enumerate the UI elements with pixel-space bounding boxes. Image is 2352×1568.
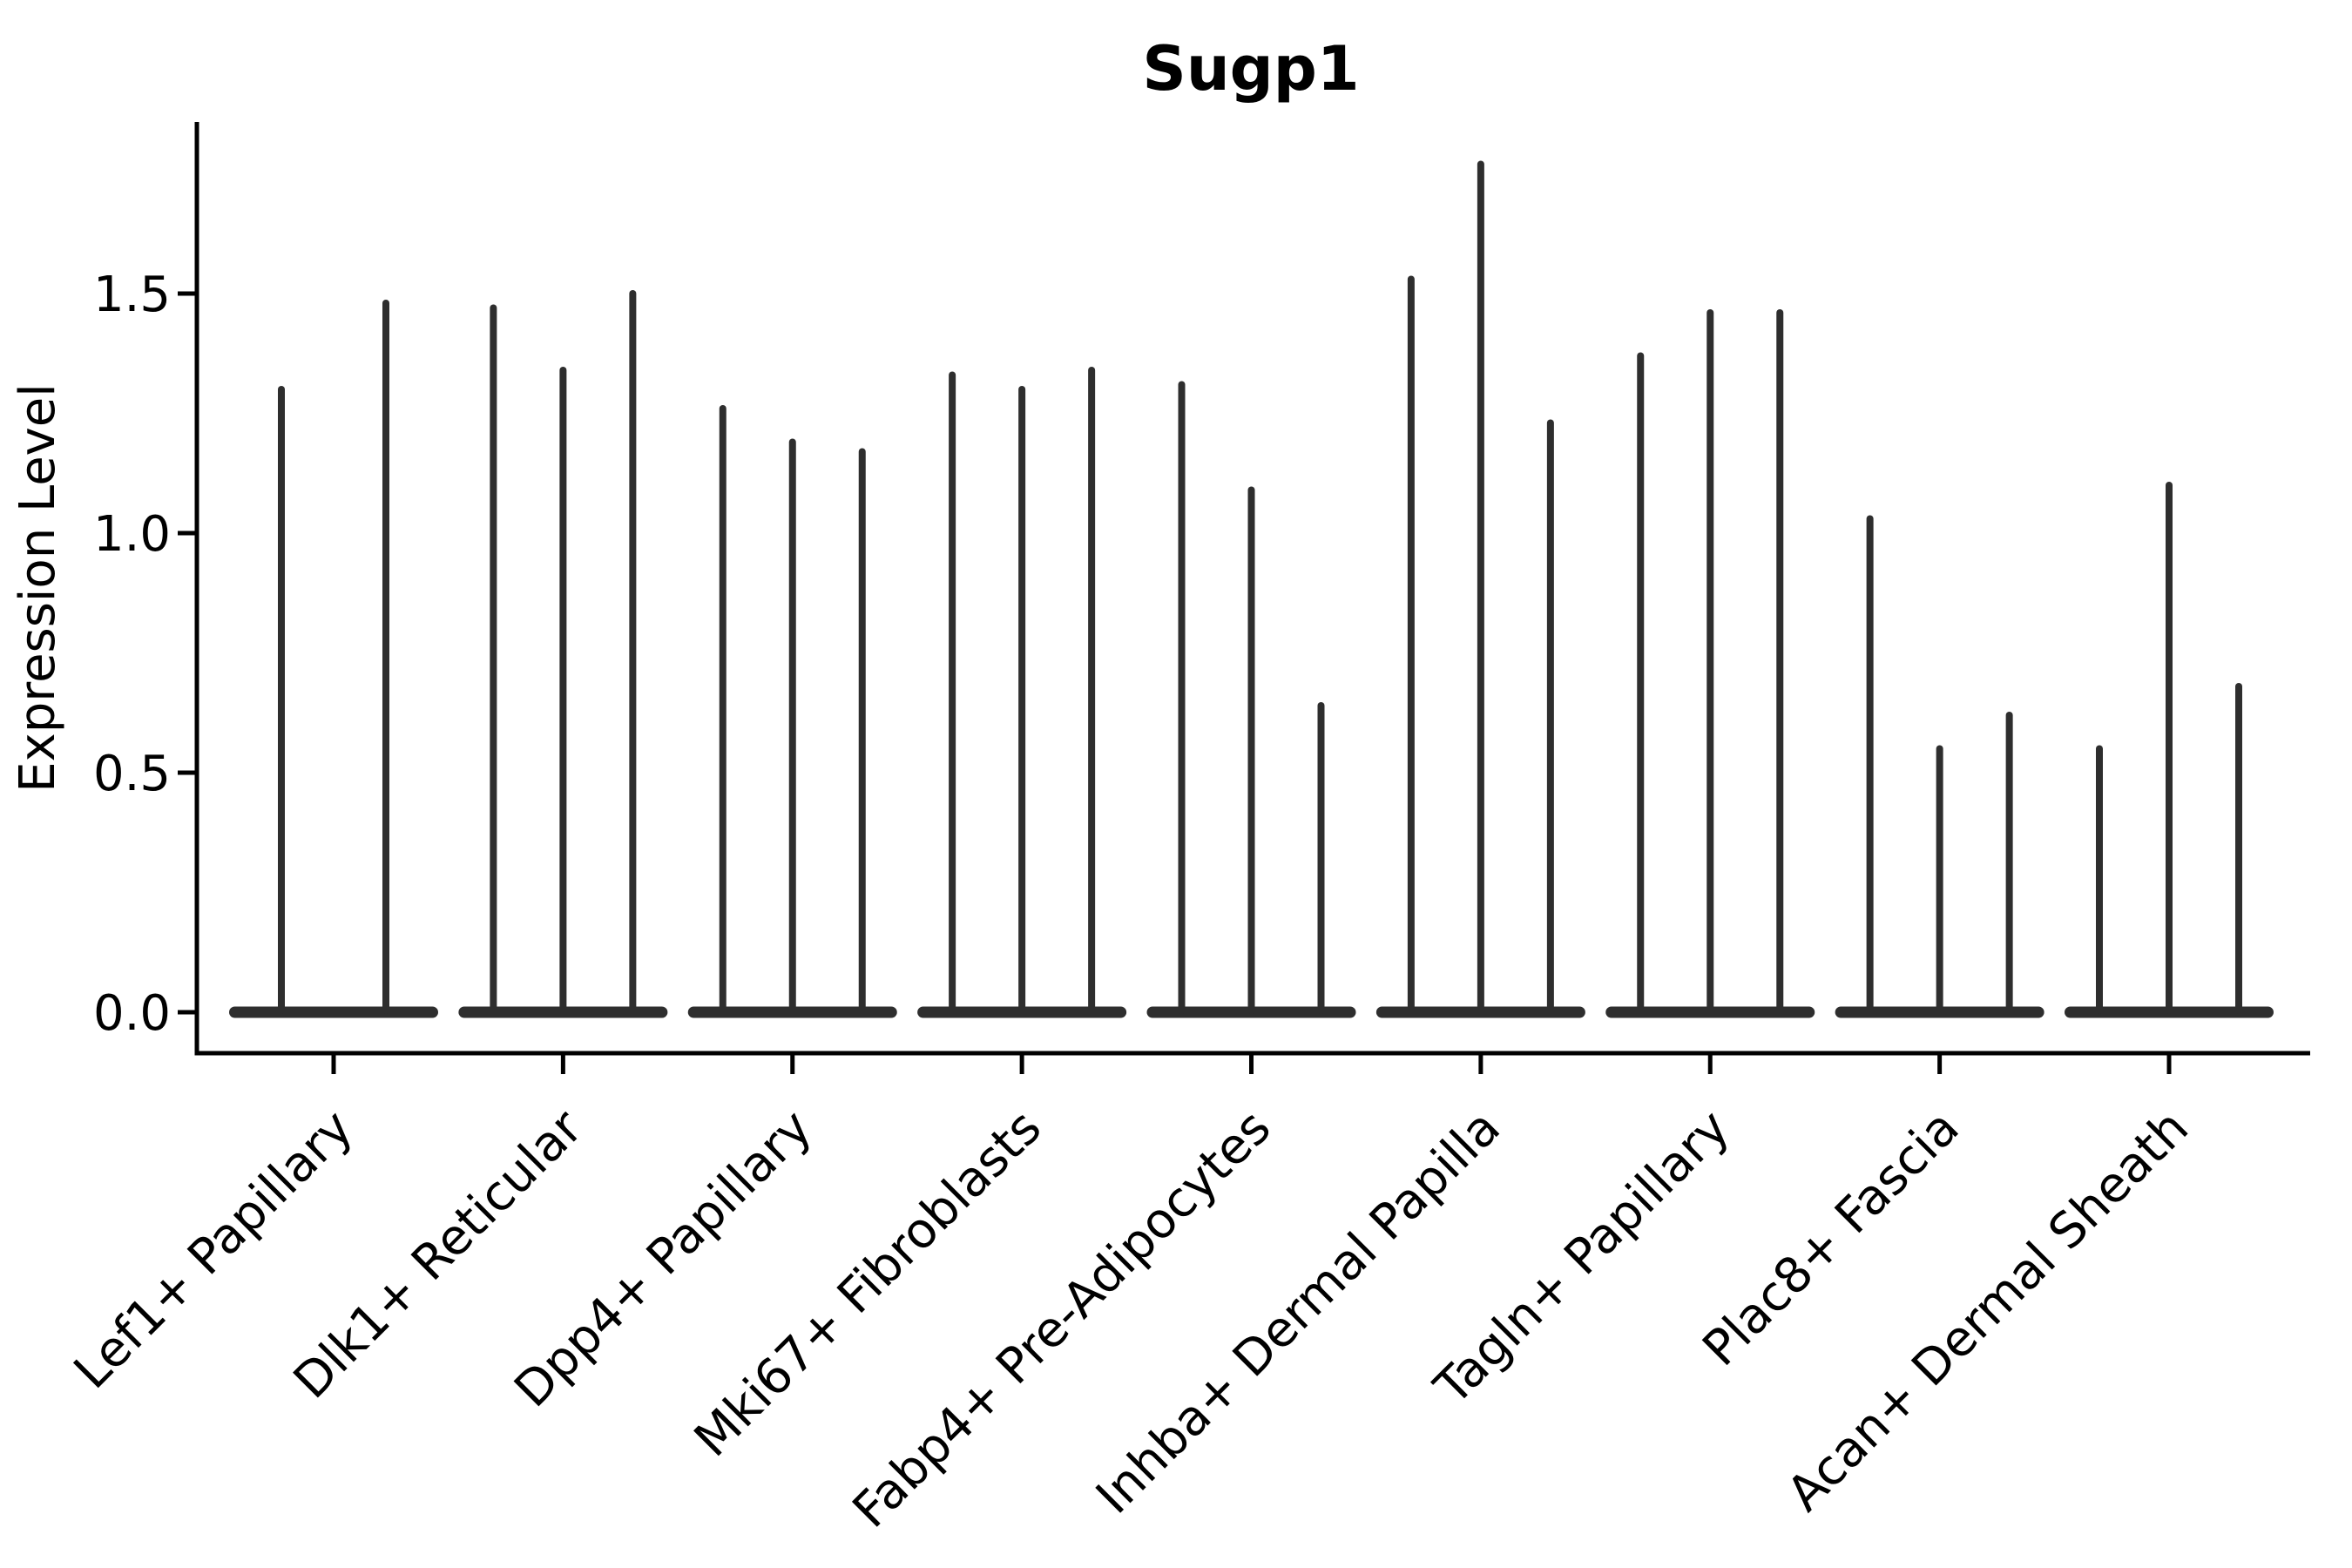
x-tick-label: Acan+ Dermal Sheath — [1776, 1099, 2200, 1523]
violin-group — [1835, 515, 2044, 1018]
y-tick-label: 0.0 — [93, 985, 171, 1042]
y-tick-label: 1.0 — [93, 506, 171, 563]
violin-group — [2065, 482, 2274, 1018]
plot-title: Sugp1 — [1142, 33, 1359, 105]
violin-group — [687, 405, 897, 1018]
violin-body — [229, 1006, 438, 1018]
y-tick-label: 1.5 — [93, 267, 171, 323]
violin-group — [1375, 160, 1585, 1018]
axes-layer — [178, 122, 2310, 1074]
y-axis-label: Expression Level — [10, 383, 66, 793]
x-tick-label: Fabp4+ Pre-Adipocytes — [842, 1099, 1282, 1539]
violin-group — [917, 367, 1127, 1018]
y-tick-label: 0.5 — [93, 746, 171, 802]
violin-group — [1146, 381, 1356, 1018]
violin-group — [229, 300, 438, 1018]
violin-group — [1605, 309, 1815, 1018]
x-tick-label: Inhba+ Dermal Papilla — [1085, 1099, 1511, 1525]
violins-layer — [229, 160, 2274, 1018]
violin-group — [458, 290, 668, 1018]
